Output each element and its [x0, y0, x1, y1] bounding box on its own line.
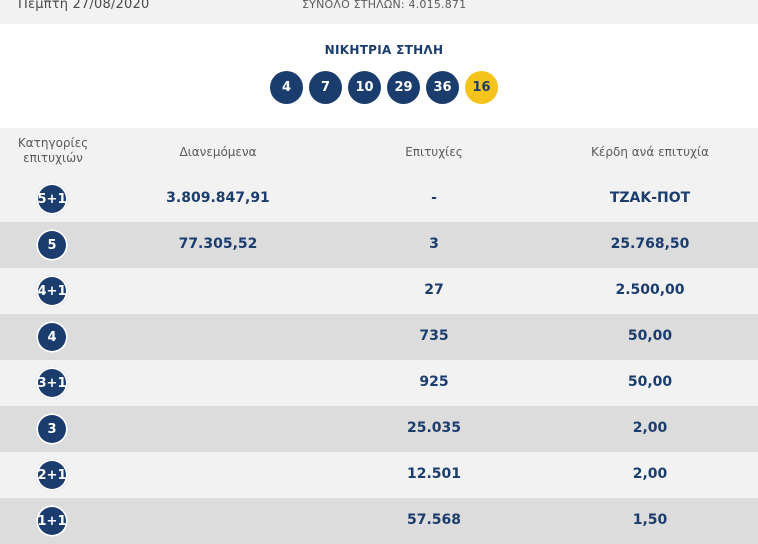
winning-number-ball: 7 — [309, 71, 342, 104]
column-header-winners: Επιτυχίες — [405, 145, 463, 159]
prize-per-winner: 2,00 — [632, 420, 668, 436]
winners-count: 57.568 — [406, 512, 462, 528]
category-badge: 3+1 — [36, 367, 68, 399]
winners-count: 27 — [424, 282, 444, 298]
column-header-category: Κατηγορίες επιτυχιών — [17, 136, 89, 165]
table-row: 5 77.305,52 3 25.768,50 — [0, 222, 758, 268]
table-row: 5+1 3.809.847,91 - ΤΖΑΚ-ΠΟΤ — [0, 176, 758, 222]
category-badge: 5 — [36, 229, 68, 261]
winning-column-title: ΝΙΚΗΤΡΙΑ ΣΤΗΛΗ — [324, 43, 444, 57]
prize-per-winner: 25.768,50 — [610, 236, 690, 252]
category-badge: 5+1 — [36, 183, 68, 215]
prize-per-winner: ΤΖΑΚ-ΠΟΤ — [609, 190, 691, 206]
prize-per-winner: 1,50 — [632, 512, 668, 528]
winning-number-ball: 10 — [348, 71, 381, 104]
total-columns: ΣΥΝΟΛΟ ΣΤΗΛΩΝ: 4.015.871 — [302, 0, 467, 11]
table-row: 3 25.035 2,00 — [0, 406, 758, 452]
table-row: 4+1 27 2.500,00 — [0, 268, 758, 314]
winning-number-ball: 4 — [270, 71, 303, 104]
category-badge: 2+1 — [36, 459, 68, 491]
winners-count: 3 — [429, 236, 439, 252]
draw-date: Πέμπτη 27/08/2020 — [18, 0, 150, 12]
prize-per-winner: 2,00 — [632, 466, 668, 482]
draw-info-bar: Πέμπτη 27/08/2020 ΣΥΝΟΛΟ ΣΤΗΛΩΝ: 4.015.8… — [0, 0, 758, 24]
table-row: 3+1 925 50,00 — [0, 360, 758, 406]
winners-count: - — [431, 190, 437, 206]
winning-number-ball: 36 — [426, 71, 459, 104]
category-badge: 4 — [36, 321, 68, 353]
table-row: 1+1 57.568 1,50 — [0, 498, 758, 544]
prize-per-winner: 2.500,00 — [615, 282, 685, 298]
winning-numbers: 4 7 10 29 36 16 — [270, 71, 498, 104]
winners-count: 735 — [419, 328, 449, 344]
category-badge: 3 — [36, 413, 68, 445]
winners-count: 12.501 — [406, 466, 462, 482]
results-table: Κατηγορίες επιτυχιών Διανεμόμενα Επιτυχί… — [0, 128, 758, 544]
winners-count: 925 — [419, 374, 449, 390]
joker-number-ball: 16 — [465, 71, 498, 104]
category-badge: 4+1 — [36, 275, 68, 307]
distributed-amount: 77.305,52 — [178, 236, 258, 252]
column-header-prize: Κέρδη ανά επιτυχία — [591, 145, 709, 159]
prize-per-winner: 50,00 — [627, 328, 673, 344]
table-header: Κατηγορίες επιτυχιών Διανεμόμενα Επιτυχί… — [0, 128, 758, 176]
column-header-distributed: Διανεμόμενα — [179, 145, 257, 159]
prize-per-winner: 50,00 — [627, 374, 673, 390]
winning-number-ball: 29 — [387, 71, 420, 104]
table-row: 4 735 50,00 — [0, 314, 758, 360]
table-row: 2+1 12.501 2,00 — [0, 452, 758, 498]
winners-count: 25.035 — [406, 420, 462, 436]
distributed-amount: 3.809.847,91 — [166, 190, 270, 206]
category-badge: 1+1 — [36, 505, 68, 537]
